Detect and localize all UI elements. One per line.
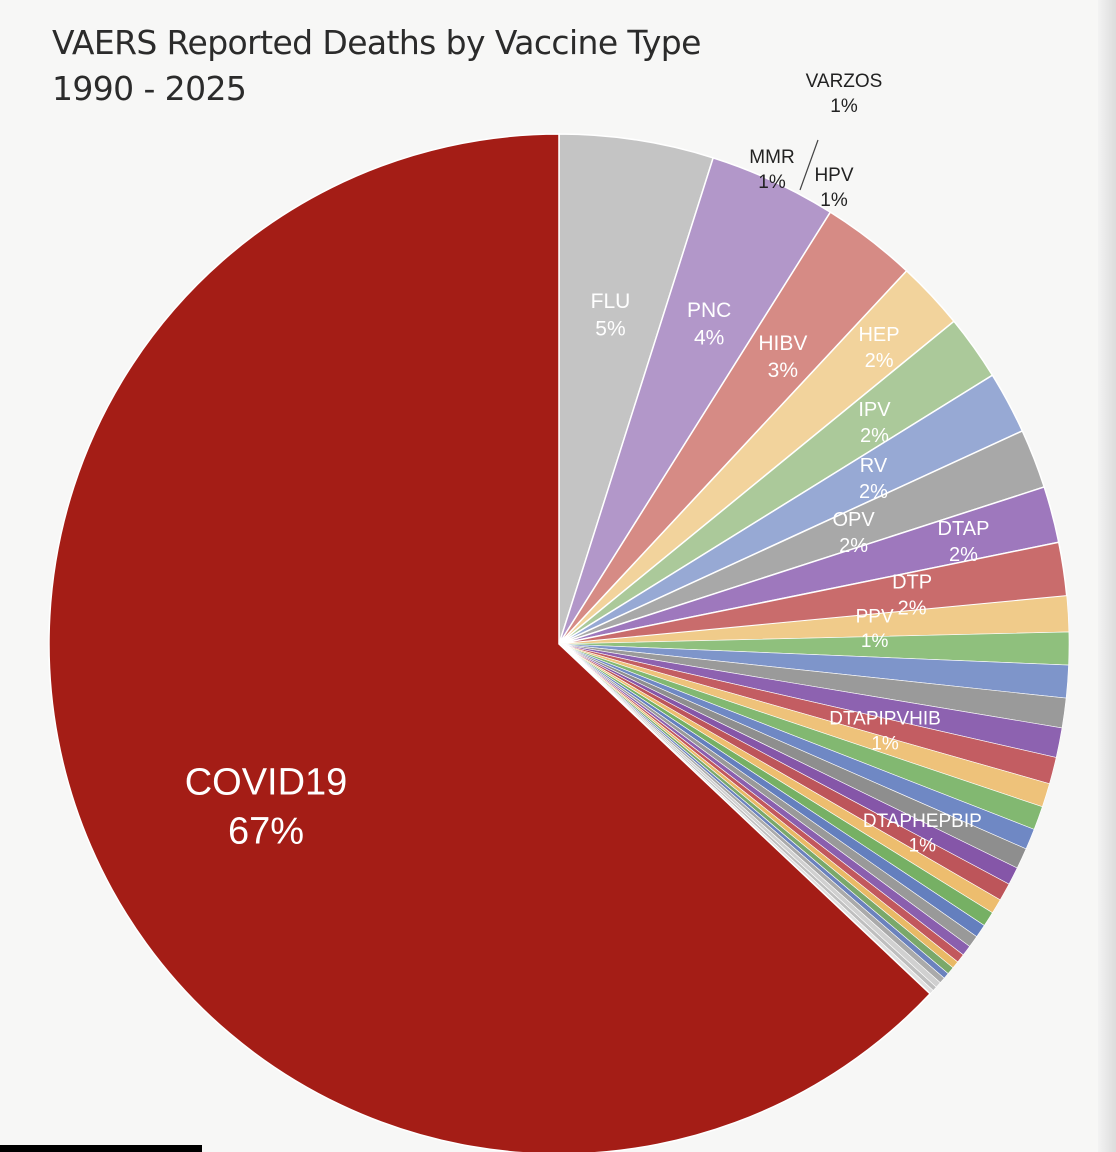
- slice-percent: 5%: [595, 318, 625, 341]
- slice-label-dtaphepbip: DTAPHEPBIP 1%: [863, 811, 982, 857]
- slice-name: DTAPHEPBIP: [863, 811, 982, 832]
- slice-label-dtap: DTAP 2%: [938, 518, 990, 566]
- slice-label-flu: FLU 5%: [591, 290, 631, 340]
- slice-name: VARZOS: [806, 71, 883, 92]
- slice-name: RV: [860, 455, 888, 477]
- pie-slice-flu: [558, 133, 715, 645]
- slice-label-opv: OPV 2%: [832, 509, 875, 557]
- slice-name: DTAPIPVHIB: [829, 709, 941, 730]
- slice-percent: 1%: [871, 733, 899, 754]
- leader-line: [799, 139, 819, 191]
- slice-label-hibv: HIBV 3%: [758, 332, 807, 382]
- slice-label-hep: HEP 2%: [858, 324, 899, 372]
- slice-percent: 1%: [758, 172, 786, 193]
- scrollbar-edge: [1098, 0, 1116, 1152]
- slice-percent: 2%: [860, 425, 889, 447]
- slice-name: DTAP: [938, 518, 990, 540]
- slice-label-ipv: IPV 2%: [858, 399, 891, 447]
- pie-slice-covid19: [48, 133, 932, 1152]
- slice-label-hpv: HPV 1%: [814, 165, 853, 211]
- slice-percent: 2%: [859, 481, 888, 503]
- slice-name: HIBV: [758, 332, 807, 355]
- slice-percent: 1%: [909, 836, 937, 857]
- slice-percent: 3%: [768, 359, 798, 382]
- slice-percent: 1%: [830, 96, 858, 117]
- pie-slices: [48, 133, 1070, 1152]
- slice-label-covid19: COVID19 67%: [185, 761, 348, 852]
- pie-labels: FLU 5% PNC 4% HIBV 3% HEP 2% IPV 2% RV 2% OPV 2% DTAP 2…: [185, 71, 990, 856]
- slice-name: HEP: [858, 324, 899, 346]
- bottom-bar: [0, 1145, 202, 1152]
- slice-percent: 67%: [228, 811, 304, 853]
- slice-name: HPV: [814, 165, 853, 186]
- slice-percent: 1%: [820, 190, 848, 211]
- slice-name: COVID19: [185, 761, 348, 803]
- slice-label-ppv: PPV 1%: [856, 606, 894, 652]
- slice-name: IPV: [858, 399, 891, 421]
- slice-percent: 2%: [865, 350, 894, 372]
- slice-label-pnc: PNC 4%: [687, 299, 731, 349]
- slice-percent: 1%: [861, 631, 889, 652]
- slice-percent: 2%: [949, 544, 978, 566]
- slice-label-dtp: DTP 2%: [892, 571, 932, 619]
- slice-label-rv: RV 2%: [859, 455, 888, 503]
- slice-name: PNC: [687, 299, 731, 322]
- slice-percent: 2%: [839, 535, 868, 557]
- slice-percent: 4%: [694, 326, 724, 349]
- slice-name: FLU: [591, 290, 631, 313]
- slice-percent: 2%: [898, 597, 927, 619]
- slice-label-varzos: VARZOS 1%: [806, 71, 883, 117]
- slice-name: OPV: [832, 509, 875, 531]
- slice-label-mmr: MMR 1%: [749, 147, 794, 193]
- chart-title-block: VAERS Reported Deaths by Vaccine Type 19…: [52, 20, 701, 112]
- chart-subtitle: 1990 - 2025: [52, 69, 247, 108]
- chart-title: VAERS Reported Deaths by Vaccine Type: [52, 23, 701, 62]
- slice-name: PPV: [856, 606, 894, 627]
- slice-name: MMR: [749, 147, 794, 168]
- slice-label-dtapipvhib: DTAPIPVHIB 1%: [829, 709, 941, 755]
- slice-name: DTP: [892, 571, 932, 593]
